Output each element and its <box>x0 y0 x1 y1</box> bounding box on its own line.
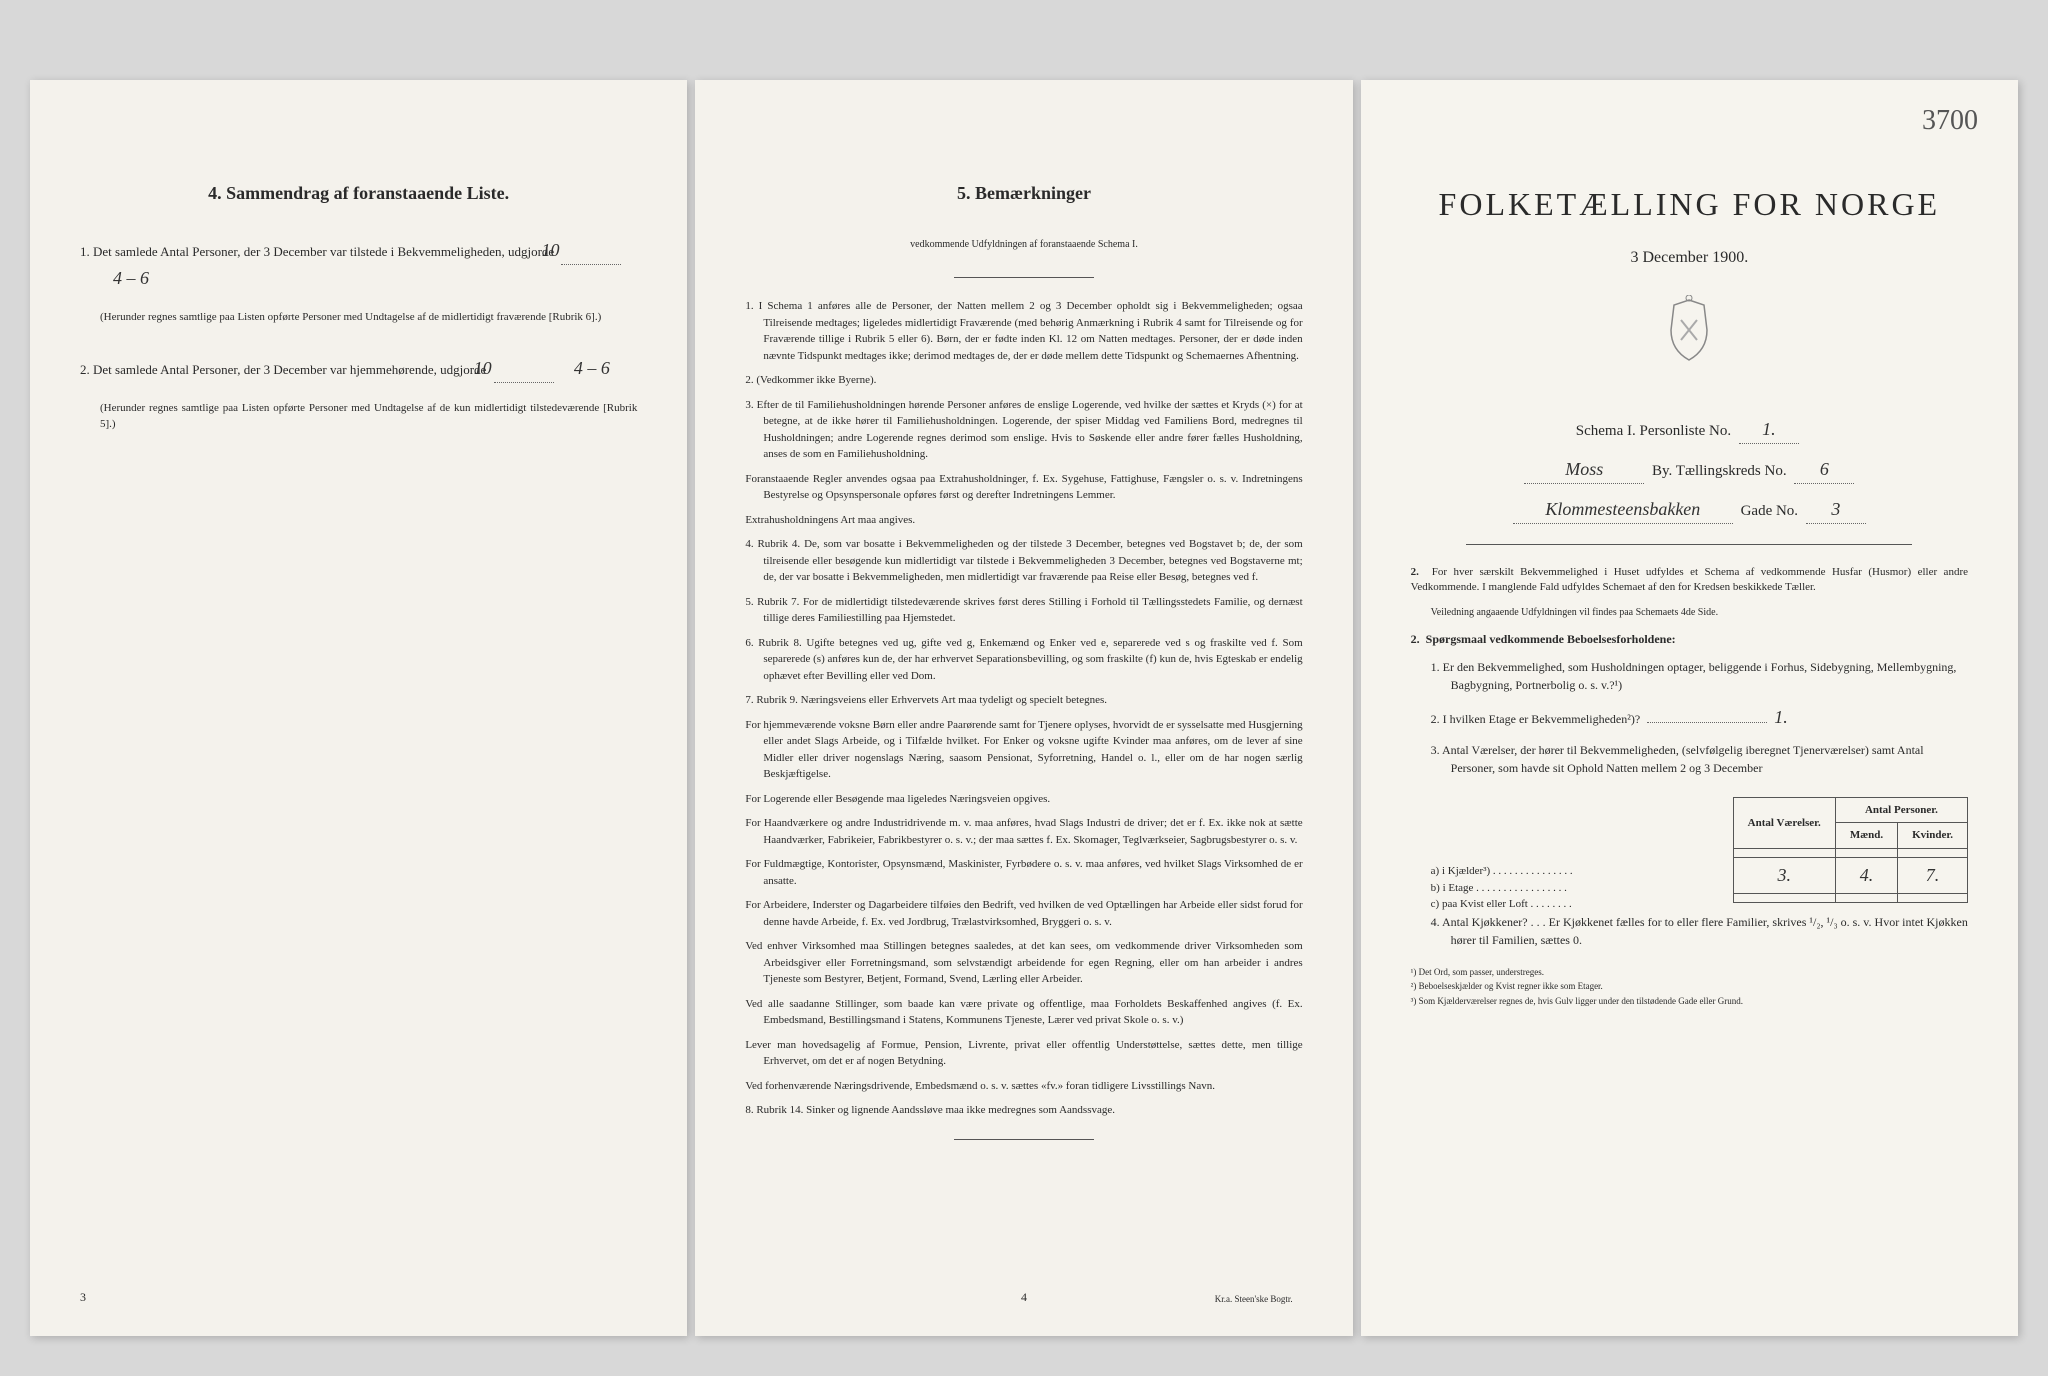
fn3: ³) Som Kjælderværelser regnes de, hvis G… <box>1411 994 1968 1008</box>
divider <box>1466 544 1912 545</box>
th-rooms: Antal Værelser. <box>1733 797 1835 848</box>
table-row-labels: a) i Kjælder³) . . . . . . . . . . . . .… <box>1431 863 1573 913</box>
divider-bottom <box>954 1139 1094 1140</box>
item1-lead: 1. Det samlede Antal Personer, der 3 Dec… <box>80 244 554 259</box>
remark-item: Foranstaaende Regler anvendes ogsaa paa … <box>745 471 1302 504</box>
by-label: By. Tællingskreds No. <box>1652 463 1787 479</box>
schema-line: Schema I. Personliste No. 1. <box>1411 416 1968 444</box>
fn2: ²) Beboelseskjælder og Kvist regner ikke… <box>1411 979 1968 993</box>
section-5-header: 5. Bemærkninger <box>745 180 1302 207</box>
row-c-label: c) paa Kvist eller Loft . . . . . . . . <box>1431 896 1573 913</box>
th-persons: Antal Personer. <box>1835 797 1967 823</box>
page-4-bemaerkninger: 5. Bemærkninger vedkommende Udfyldningen… <box>695 80 1352 1336</box>
table-row: 3. 4. 7. <box>1733 857 1967 893</box>
q2-value: 1. <box>1774 707 1788 727</box>
remark-item: Extrahusholdningens Art maa angives. <box>745 512 1302 529</box>
th-women: Kvinder. <box>1898 823 1968 849</box>
remark-item: 6. Rubrik 8. Ugifte betegnes ved ug, gif… <box>745 635 1302 685</box>
q-header: 2. Spørgsmaal vedkommende Beboelsesforho… <box>1411 630 1968 648</box>
val-rooms: 3. <box>1777 865 1791 885</box>
census-date: 3 December 1900. <box>1411 246 1968 270</box>
gade-value: Klommesteensbakken <box>1545 499 1700 519</box>
remark-item: For Haandværkere og andre Industridriven… <box>745 815 1302 848</box>
box-sub: Veiledning angaaende Udfyldningen vil fi… <box>1431 606 1968 620</box>
q2: 2. I hvilken Etage er Bekvemmeligheden²)… <box>1431 704 1968 731</box>
summary-item-2: 2. Det samlede Antal Personer, der 3 Dec… <box>80 355 637 383</box>
remark-item: For Logerende eller Besøgende maa ligele… <box>745 791 1302 808</box>
q-header-num: 2. <box>1411 632 1420 646</box>
val-women: 7. <box>1926 865 1940 885</box>
box-intro: For hver særskilt Bekvemmelighed i Huset… <box>1411 566 1968 593</box>
page-3-sammendrag: 4. Sammendrag af foranstaaende Liste. 1.… <box>30 80 687 1336</box>
th-men: Mænd. <box>1835 823 1897 849</box>
remark-item: 1. I Schema 1 anføres alle de Personer, … <box>745 298 1302 364</box>
item2-note: (Herunder regnes samtlige paa Listen opf… <box>100 401 637 432</box>
q4: 4. Antal Kjøkkener? . . . Er Kjøkkenet f… <box>1431 913 1968 949</box>
remark-item: For Fuldmægtige, Kontorister, Opsynsmænd… <box>745 856 1302 889</box>
item1-note: (Herunder regnes samtlige paa Listen opf… <box>100 310 637 325</box>
summary-item-1: 1. Det samlede Antal Personer, der 3 Dec… <box>80 237 637 292</box>
schema-label: Schema I. Personliste No. <box>1576 423 1731 439</box>
table-row <box>1733 893 1967 902</box>
fn1: ¹) Det Ord, som passer, understreges. <box>1411 965 1968 979</box>
remark-item: Ved forhenværende Næringsdrivende, Embed… <box>745 1078 1302 1095</box>
remark-item: For Arbeidere, Inderster og Dagarbeidere… <box>745 897 1302 930</box>
q1: 1. Er den Bekvemmelighed, som Husholdnin… <box>1431 658 1968 694</box>
kreds-no: 6 <box>1820 459 1829 479</box>
remark-item: Ved alle saadanne Stillinger, som baade … <box>745 996 1302 1029</box>
questions-block: 2. Spørgsmaal vedkommende Beboelsesforho… <box>1411 630 1968 949</box>
coat-of-arms-icon <box>1411 295 1968 386</box>
remark-item: Ved enhver Virksomhed maa Stillingen bet… <box>745 938 1302 988</box>
by-value: Moss <box>1565 459 1603 479</box>
instruction-box: 2. For hver særskilt Bekvemmelighed i Hu… <box>1411 565 1968 596</box>
remark-item: For hjemmeværende voksne Børn eller andr… <box>745 717 1302 783</box>
box-num: 2. <box>1411 566 1419 578</box>
gade-line: Klommesteensbakken Gade No. 3 <box>1411 496 1968 524</box>
q3: 3. Antal Værelser, der hører til Bekvemm… <box>1431 741 1968 777</box>
divider <box>954 277 1094 278</box>
page-1-title: 3700 FOLKETÆLLING FOR NORGE 3 December 1… <box>1361 80 2018 1336</box>
q-header-text: Spørgsmaal vedkommende Beboelsesforholde… <box>1426 632 1676 646</box>
remark-item: 5. Rubrik 7. For de midlertidigt tilsted… <box>745 594 1302 627</box>
rooms-persons-table: Antal Værelser. Antal Personer. Mænd. Kv… <box>1733 797 1968 903</box>
section-5-sub: vedkommende Udfyldningen af foranstaaend… <box>745 237 1302 252</box>
item2-breakdown: 4 – 6 <box>574 358 610 378</box>
gade-label: Gade No. <box>1741 503 1798 519</box>
archive-number: 3700 <box>1922 100 1978 142</box>
item1-breakdown: 4 – 6 <box>113 268 149 288</box>
remark-item: 8. Rubrik 14. Sinker og lignende Aandssl… <box>745 1102 1302 1119</box>
page-number: 4 <box>1021 1288 1027 1306</box>
remark-item: 2. (Vedkommer ikke Byerne). <box>745 372 1302 389</box>
item1-value: 10 <box>541 240 559 260</box>
by-line: Moss By. Tællingskreds No. 6 <box>1411 456 1968 484</box>
remark-item: Lever man hovedsagelig af Formue, Pensio… <box>745 1037 1302 1070</box>
item2-lead: 2. Det samlede Antal Personer, der 3 Dec… <box>80 362 486 377</box>
q4-text: 4. Antal Kjøkkener? . . . Er Kjøkkenet f… <box>1431 915 1968 947</box>
remark-item: 7. Rubrik 9. Næringsveiens eller Erhverv… <box>745 692 1302 709</box>
gade-no: 3 <box>1831 499 1840 519</box>
remark-item: 3. Efter de til Familiehusholdningen hør… <box>745 397 1302 463</box>
section-4-header: 4. Sammendrag af foranstaaende Liste. <box>80 180 637 207</box>
val-men: 4. <box>1860 865 1874 885</box>
row-a-label: a) i Kjælder³) . . . . . . . . . . . . .… <box>1431 863 1573 880</box>
footnotes: ¹) Det Ord, som passer, understreges. ²)… <box>1411 965 1968 1008</box>
page-number: 3 <box>80 1288 86 1306</box>
q2-label: 2. I hvilken Etage er Bekvemmeligheden²)… <box>1431 712 1641 726</box>
personliste-no: 1. <box>1762 419 1776 439</box>
main-title: FOLKETÆLLING FOR NORGE <box>1411 180 1968 228</box>
row-b-label: b) i Etage . . . . . . . . . . . . . . .… <box>1431 880 1573 897</box>
table-row <box>1733 848 1967 857</box>
remark-item: 4. Rubrik 4. De, som var bosatte i Bekve… <box>745 536 1302 586</box>
printer-imprint: Kr.a. Steen'ske Bogtr. <box>1215 1293 1293 1307</box>
item2-value: 10 <box>474 358 492 378</box>
remarks-list: 1. I Schema 1 anføres alle de Personer, … <box>745 298 1302 1119</box>
